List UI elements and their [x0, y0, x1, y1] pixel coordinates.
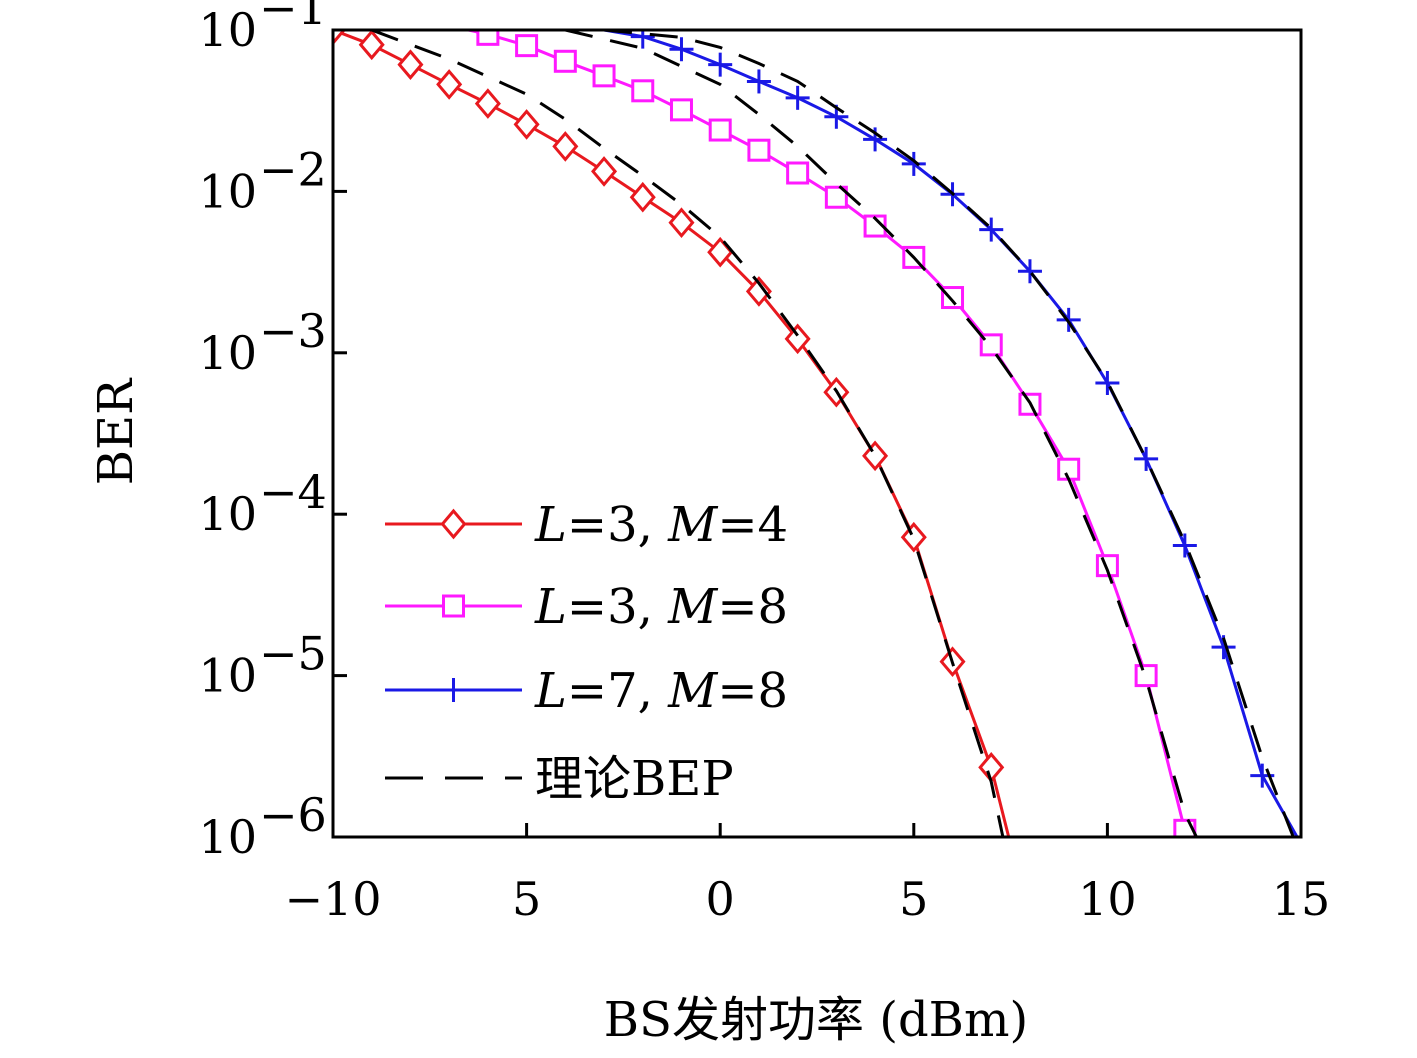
point-0-11 [745, 276, 772, 307]
point-1-13 [941, 286, 965, 310]
legend-marker-0 [440, 508, 467, 540]
y-tick-exponent-3: −4 [259, 465, 327, 519]
point-0-8 [629, 181, 656, 213]
point-2-13 [1095, 370, 1120, 395]
point-2-7 [863, 127, 888, 152]
point-0-5 [513, 109, 540, 140]
legend-item-2: L=7, M=8 [385, 663, 788, 719]
point-0-12 [784, 323, 811, 355]
legend: L=3, M=4 L=3, M=8 L=7, M=8 理论BEP [385, 497, 788, 807]
point-2-3 [708, 52, 733, 77]
point-0-2 [397, 49, 424, 80]
point-2-2 [669, 37, 694, 62]
point-1-1 [476, 30, 500, 46]
y-axis-label: BER [88, 377, 144, 485]
point-1-9 [786, 161, 810, 185]
legend-label-3: 理论BEP [535, 751, 734, 807]
point-1-10 [824, 185, 848, 209]
point-2-14 [1134, 446, 1159, 471]
point-2-15 [1172, 533, 1197, 558]
point-1-14 [979, 333, 1003, 357]
point-0-4 [474, 88, 501, 119]
point-2-8 [901, 151, 926, 176]
legend-item-3: 理论BEP [385, 751, 734, 807]
point-0-0 [333, 30, 347, 46]
point-2-4 [746, 69, 771, 94]
y-tick-label-2: 10 [198, 326, 257, 380]
point-1-6 [669, 98, 693, 122]
point-1-4 [592, 64, 616, 88]
point-0-14 [862, 440, 889, 472]
plot-area [333, 30, 1299, 837]
y-tick-label-3: 10 [198, 487, 257, 541]
legend-marker-2 [441, 678, 466, 702]
x-tick-label-5: 15 [1272, 872, 1331, 926]
point-1-2 [515, 34, 539, 58]
y-tick-label-0: 10 [198, 3, 257, 57]
y-tick-exponent-1: −2 [259, 142, 327, 196]
point-0-7 [591, 156, 618, 187]
legend-item-1: L=3, M=8 [385, 579, 788, 635]
point-2-10 [979, 217, 1004, 242]
series-0 [333, 30, 1011, 837]
plot-frame [331, 28, 1303, 839]
x-tick-label-1: 5 [512, 872, 541, 926]
theory-curve-1 [564, 30, 1198, 837]
y-tick-label-1: 10 [198, 164, 257, 218]
y-tick-label-5: 10 [198, 810, 257, 864]
point-1-7 [708, 118, 732, 142]
legend-item-0: L=3, M=4 [385, 497, 788, 553]
y-tick-label-4: 10 [198, 649, 257, 703]
y-tick-exponent-2: −3 [259, 304, 327, 358]
point-2-5 [785, 85, 810, 110]
point-1-11 [863, 214, 887, 238]
point-2-1 [630, 30, 655, 49]
legend-label-0: L=3, M=4 [534, 497, 788, 553]
legend-marker-1 [442, 594, 465, 618]
x-axis-label: BS发射功率 (dBm) [604, 992, 1028, 1048]
point-1-3 [553, 49, 577, 73]
point-0-1 [358, 30, 385, 61]
point-0-17 [978, 752, 1005, 783]
point-0-9 [668, 207, 695, 238]
x-tick-label-4: 10 [1078, 872, 1137, 926]
point-1-8 [747, 138, 771, 162]
point-2-11 [1017, 259, 1042, 284]
series-layer [333, 30, 1299, 837]
theory-curve-0 [371, 30, 1005, 837]
point-1-18 [1134, 664, 1158, 688]
point-0-15 [900, 521, 927, 553]
point-1-5 [631, 79, 655, 103]
point-0-3 [436, 69, 463, 100]
y-tick-exponent-0: −1 [259, 0, 327, 35]
point-0-6 [552, 131, 579, 162]
y-tick-exponent-5: −6 [259, 788, 327, 842]
legend-label-1: L=3, M=8 [534, 579, 788, 635]
x-tick-label-0: −10 [284, 872, 381, 926]
x-tick-label-2: 0 [706, 872, 735, 926]
y-tick-exponent-4: −5 [259, 627, 327, 681]
x-tick-label-3: 5 [899, 872, 928, 926]
theory-curve-2 [603, 30, 1295, 837]
legend-label-2: L=7, M=8 [534, 663, 788, 719]
